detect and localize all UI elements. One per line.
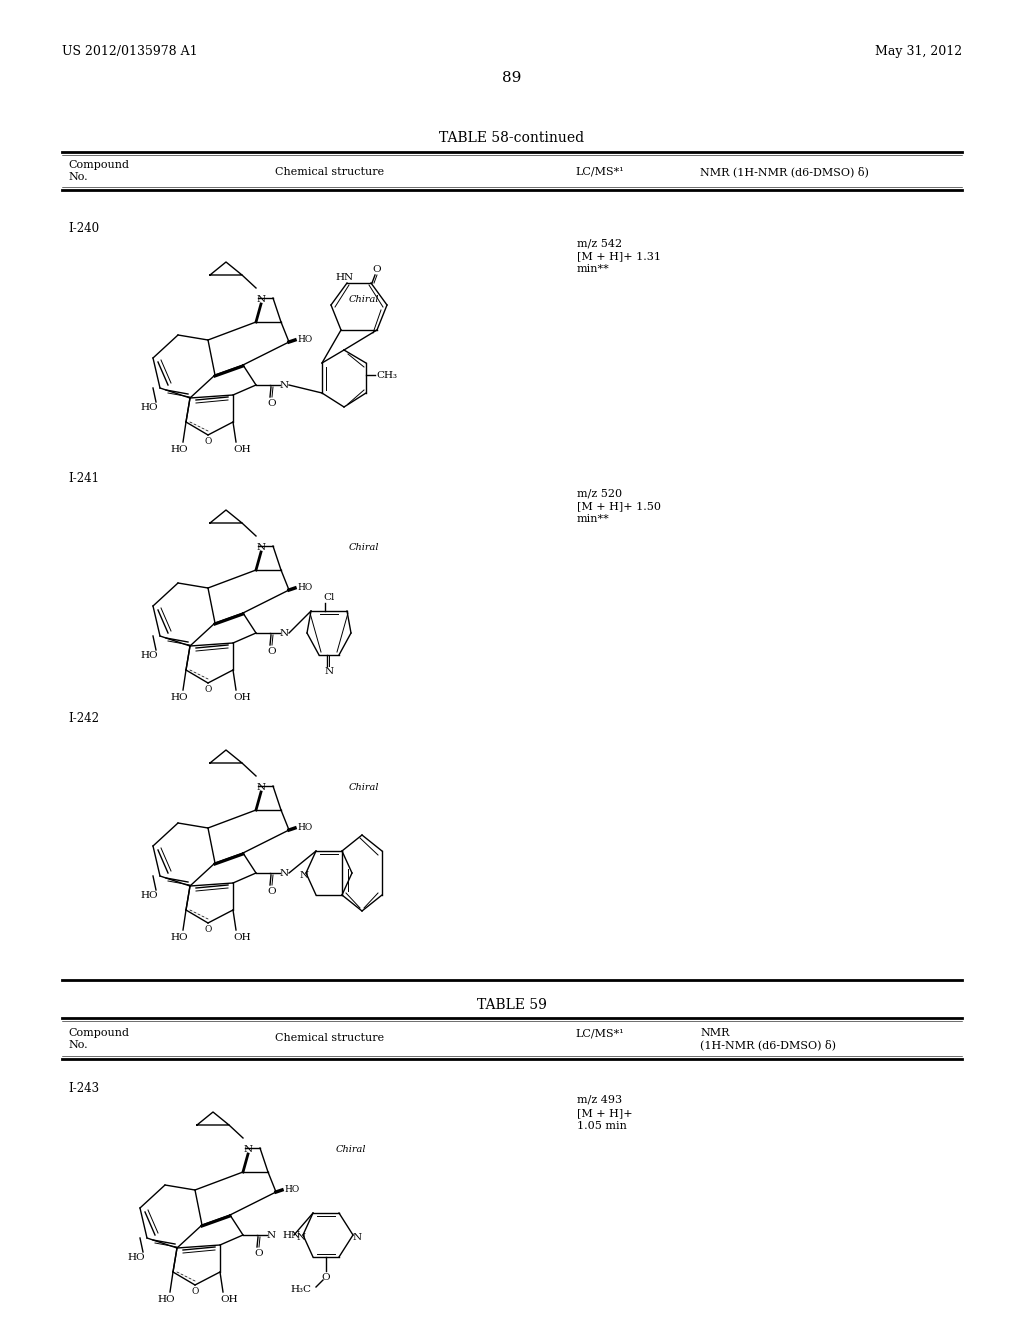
Text: min**: min** bbox=[577, 513, 609, 524]
Text: O: O bbox=[267, 887, 276, 895]
Text: Cl: Cl bbox=[324, 594, 335, 602]
Text: O: O bbox=[373, 265, 381, 275]
Text: HO: HO bbox=[140, 652, 158, 660]
Text: LC/MS*¹: LC/MS*¹ bbox=[575, 1028, 624, 1038]
Text: N: N bbox=[352, 1233, 361, 1242]
Text: Chiral: Chiral bbox=[349, 296, 380, 305]
Text: HO: HO bbox=[170, 933, 187, 942]
Text: N: N bbox=[325, 667, 334, 676]
Text: O: O bbox=[267, 399, 276, 408]
Text: [M + H]+ 1.50: [M + H]+ 1.50 bbox=[577, 502, 662, 511]
Text: TABLE 59: TABLE 59 bbox=[477, 998, 547, 1012]
Text: I-243: I-243 bbox=[68, 1081, 99, 1094]
Text: HN: HN bbox=[336, 272, 354, 281]
Text: No.: No. bbox=[68, 1040, 88, 1049]
Text: m/z 520: m/z 520 bbox=[577, 488, 623, 498]
Text: N: N bbox=[266, 1230, 275, 1239]
Text: HO: HO bbox=[297, 824, 312, 833]
Text: Chiral: Chiral bbox=[349, 544, 380, 553]
Text: HO: HO bbox=[127, 1254, 144, 1262]
Text: O: O bbox=[205, 437, 212, 446]
Text: US 2012/0135978 A1: US 2012/0135978 A1 bbox=[62, 45, 198, 58]
Text: HO: HO bbox=[170, 693, 187, 702]
Text: I-241: I-241 bbox=[68, 471, 99, 484]
Text: OH: OH bbox=[220, 1295, 238, 1304]
Text: HO: HO bbox=[140, 891, 158, 900]
Text: N: N bbox=[280, 380, 289, 389]
Text: O: O bbox=[267, 647, 276, 656]
Text: NMR (1H-NMR (d6-DMSO) δ): NMR (1H-NMR (d6-DMSO) δ) bbox=[700, 166, 869, 177]
Text: I-240: I-240 bbox=[68, 222, 99, 235]
Text: N: N bbox=[299, 870, 308, 879]
Text: LC/MS*¹: LC/MS*¹ bbox=[575, 168, 624, 177]
Text: No.: No. bbox=[68, 172, 88, 182]
Text: NMR: NMR bbox=[700, 1028, 729, 1038]
Text: HO: HO bbox=[140, 404, 158, 412]
Text: N: N bbox=[296, 1233, 305, 1242]
Text: OH: OH bbox=[233, 693, 251, 702]
Text: HO: HO bbox=[284, 1185, 299, 1195]
Text: HN: HN bbox=[282, 1230, 300, 1239]
Text: OH: OH bbox=[233, 446, 251, 454]
Text: May 31, 2012: May 31, 2012 bbox=[874, 45, 962, 58]
Text: Chiral: Chiral bbox=[349, 784, 380, 792]
Text: 1.05 min: 1.05 min bbox=[577, 1121, 627, 1131]
Text: Compound: Compound bbox=[68, 1028, 129, 1038]
Text: N: N bbox=[256, 544, 265, 553]
Text: [M + H]+ 1.31: [M + H]+ 1.31 bbox=[577, 251, 662, 261]
Text: I-242: I-242 bbox=[68, 711, 99, 725]
Text: [M + H]+: [M + H]+ bbox=[577, 1107, 633, 1118]
Text: Compound: Compound bbox=[68, 160, 129, 170]
Text: H₃C: H₃C bbox=[290, 1286, 311, 1295]
Text: m/z 542: m/z 542 bbox=[577, 238, 623, 248]
Text: HO: HO bbox=[297, 335, 312, 345]
Text: 89: 89 bbox=[503, 71, 521, 84]
Text: N: N bbox=[256, 296, 265, 305]
Text: O: O bbox=[205, 925, 212, 935]
Text: N: N bbox=[256, 784, 265, 792]
Text: TABLE 58-continued: TABLE 58-continued bbox=[439, 131, 585, 145]
Text: HO: HO bbox=[157, 1295, 175, 1304]
Text: OH: OH bbox=[233, 933, 251, 942]
Text: O: O bbox=[191, 1287, 199, 1296]
Text: Chemical structure: Chemical structure bbox=[275, 1034, 385, 1043]
Text: N: N bbox=[280, 628, 289, 638]
Text: N: N bbox=[244, 1146, 253, 1155]
Text: O: O bbox=[322, 1272, 331, 1282]
Text: m/z 493: m/z 493 bbox=[577, 1096, 623, 1105]
Text: min**: min** bbox=[577, 264, 609, 275]
Text: O: O bbox=[255, 1249, 263, 1258]
Text: CH₃: CH₃ bbox=[376, 371, 397, 380]
Text: HO: HO bbox=[297, 583, 312, 593]
Text: HO: HO bbox=[170, 446, 187, 454]
Text: Chemical structure: Chemical structure bbox=[275, 168, 385, 177]
Text: O: O bbox=[205, 685, 212, 694]
Text: Chiral: Chiral bbox=[336, 1146, 367, 1155]
Text: N: N bbox=[280, 869, 289, 878]
Text: (1H-NMR (d6-DMSO) δ): (1H-NMR (d6-DMSO) δ) bbox=[700, 1040, 836, 1051]
